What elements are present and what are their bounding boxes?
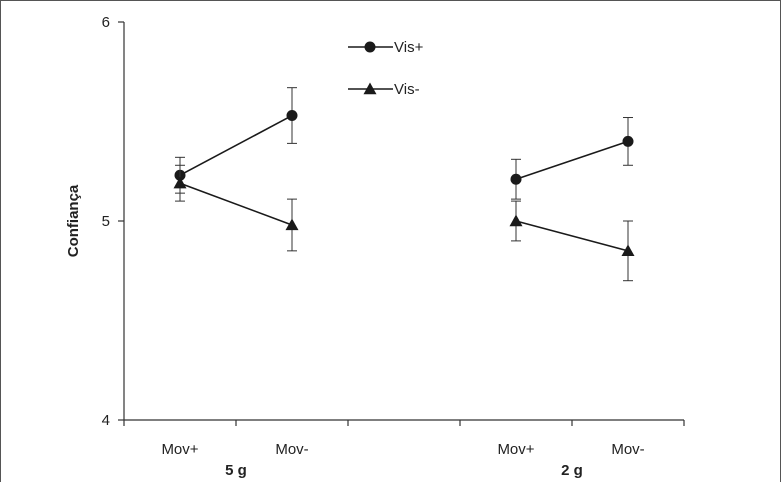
x-group-label: 2 g <box>561 462 583 479</box>
data-point-vis <box>510 173 522 185</box>
x-category-label: Mov- <box>275 441 308 458</box>
legend-label-vis: Vis- <box>394 81 420 98</box>
data-point-vis <box>621 244 635 257</box>
data-point-vis <box>173 176 187 189</box>
y-axis-label: Confiança <box>65 184 82 257</box>
data-point-vis <box>285 218 299 231</box>
series-line-vis <box>515 140 629 180</box>
series-line-vis <box>515 220 629 252</box>
legend-label-vis: Vis+ <box>394 39 424 56</box>
y-tick-label: 5 <box>102 213 110 230</box>
x-category-label: Mov- <box>611 441 644 458</box>
series-line-vis <box>179 114 293 176</box>
x-category-label: Mov+ <box>497 441 534 458</box>
x-category-label: Mov+ <box>161 441 198 458</box>
y-tick-label: 4 <box>102 412 110 429</box>
series-line-vis <box>179 182 293 226</box>
data-point-vis <box>509 214 523 227</box>
x-group-label: 5 g <box>225 462 247 479</box>
data-point-vis <box>286 110 298 122</box>
y-tick-label: 6 <box>102 14 110 31</box>
legend-marker-vis <box>364 41 376 53</box>
legend-marker-vis <box>363 82 377 95</box>
data-point-vis <box>622 135 634 147</box>
